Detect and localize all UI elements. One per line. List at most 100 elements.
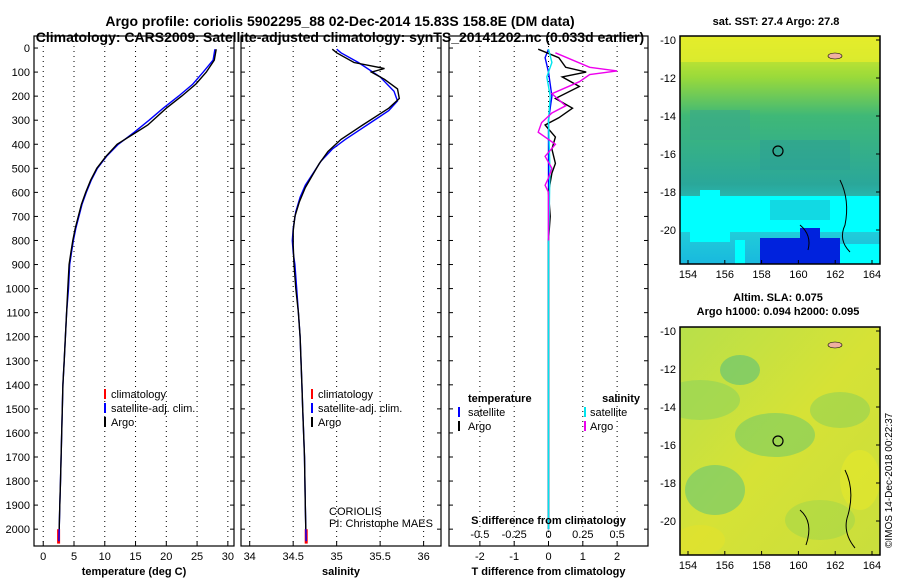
legend-swatch xyxy=(458,421,460,431)
legend-label: satellite-adj. clim. xyxy=(111,403,195,415)
annotation-text: CORIOLIS xyxy=(329,506,382,518)
lat-tick-label: -10 xyxy=(660,326,676,338)
depth-tick-label: 600 xyxy=(12,187,30,199)
legend-swatch xyxy=(458,407,460,417)
lon-tick-label: 158 xyxy=(752,560,770,572)
x-tick-label: 35.5 xyxy=(369,551,390,563)
lat-tick-label: -14 xyxy=(660,111,676,123)
salinity-tick-label: -0.25 xyxy=(502,529,527,541)
depth-tick-label: 900 xyxy=(12,260,30,272)
legend-label: Argo xyxy=(318,417,341,429)
x-tick-label: 10 xyxy=(99,551,111,563)
lat-tick-label: -18 xyxy=(660,187,676,199)
salinity-tick-label: 0.25 xyxy=(572,529,593,541)
lon-tick-label: 158 xyxy=(752,269,770,281)
x-axis-label: salinity xyxy=(322,566,361,578)
depth-tick-label: 1100 xyxy=(6,308,30,320)
x-tick-label: 15 xyxy=(129,551,141,563)
legend-label: climatology xyxy=(111,389,167,401)
sst-map-frame xyxy=(679,35,881,265)
lat-tick-label: -16 xyxy=(660,440,676,452)
series-argo xyxy=(292,48,401,530)
depth-tick-label: 1500 xyxy=(6,404,30,416)
legend-swatch xyxy=(104,389,106,399)
x-tick-label: -2 xyxy=(475,551,485,563)
depth-tick-label: 1200 xyxy=(6,332,30,344)
lon-tick-label: 162 xyxy=(826,269,844,281)
x-tick-label: 0 xyxy=(40,551,46,563)
lon-tick-label: 160 xyxy=(789,560,807,572)
legend-label: Argo xyxy=(468,421,491,433)
series-t-satellite xyxy=(544,48,553,530)
salinity-tick-label: 0 xyxy=(545,529,551,541)
plot-frame xyxy=(240,35,442,547)
depth-tick-label: 1300 xyxy=(6,356,30,368)
depth-tick-label: 1800 xyxy=(6,476,30,488)
lon-tick-label: 164 xyxy=(863,560,881,572)
x-axis-label: T difference from climatology xyxy=(471,566,626,578)
x-tick-label: 34 xyxy=(244,551,256,563)
x-tick-label: 34.5 xyxy=(282,551,303,563)
sla-map-title-line1: Altim. SLA: 0.075 xyxy=(733,292,823,304)
lat-tick-label: -20 xyxy=(660,516,676,528)
x-tick-label: 30 xyxy=(222,551,234,563)
legend-label: Argo xyxy=(590,421,613,433)
legend-swatch xyxy=(104,403,106,413)
sst-map-title: sat. SST: 27.4 Argo: 27.8 xyxy=(713,16,840,28)
sla-field xyxy=(680,327,880,555)
lat-tick-label: -16 xyxy=(660,149,676,161)
depth-tick-label: 800 xyxy=(12,235,30,247)
lon-tick-label: 160 xyxy=(789,269,807,281)
lon-tick-label: 154 xyxy=(679,560,697,572)
legend-swatch xyxy=(584,407,586,417)
depth-tick-label: 400 xyxy=(12,139,30,151)
x-tick-label: 2 xyxy=(614,551,620,563)
series-satellite-adj-clim- xyxy=(291,48,399,542)
depth-tick-label: 1600 xyxy=(6,428,30,440)
x-tick-label: 0 xyxy=(545,551,551,563)
series-t-argo xyxy=(537,48,587,530)
plot-frame xyxy=(33,35,235,547)
depth-tick-label: 0 xyxy=(24,43,30,55)
legend-swatch xyxy=(311,403,313,413)
x-tick-label: 1 xyxy=(580,551,586,563)
depth-tick-label: 700 xyxy=(12,211,30,223)
sst-field xyxy=(680,36,880,264)
depth-tick-label: 200 xyxy=(12,91,30,103)
annotation-text: PI: Christophe MAES xyxy=(329,518,433,530)
legend-swatch xyxy=(311,389,313,399)
sst-map: sat. SST: 27.4 Argo: 27.8 xyxy=(660,16,881,281)
lat-tick-label: -20 xyxy=(660,225,676,237)
legend-swatch xyxy=(104,417,106,427)
lon-tick-label: 164 xyxy=(863,269,881,281)
depth-tick-label: 1700 xyxy=(6,452,30,464)
temperature-panel: 0100200300400500600700800900100011001200… xyxy=(6,35,235,578)
depth-tick-label: 500 xyxy=(12,163,30,175)
series-satellite-adj-clim- xyxy=(58,49,216,542)
lon-tick-label: 156 xyxy=(716,560,734,572)
plot-frame xyxy=(448,35,649,547)
legend-swatch xyxy=(311,417,313,427)
depth-tick-label: 2000 xyxy=(6,524,30,536)
sla-map: Altim. SLA: 0.075 Argo h1000: 0.094 h200… xyxy=(660,292,881,572)
legend-label: satellite xyxy=(590,407,627,419)
depth-tick-label: 300 xyxy=(12,115,30,127)
lat-tick-label: -12 xyxy=(660,73,676,85)
legend-label: satellite xyxy=(468,407,505,419)
sla-map-title-line2: Argo h1000: 0.094 h2000: 0.095 xyxy=(697,306,860,318)
salinity-tick-label: 0.5 xyxy=(609,529,624,541)
depth-tick-label: 1000 xyxy=(6,284,30,296)
legend-title-temperature: temperature xyxy=(468,393,532,405)
legend-label: satellite-adj. clim. xyxy=(318,403,402,415)
legend-title-salinity: salinity xyxy=(602,393,641,405)
series-argo xyxy=(58,49,217,530)
salinity-panel: 34 34.5 35 35.5 36 salinity climatology satelli… xyxy=(240,35,442,578)
argo-location-marker xyxy=(772,145,784,157)
legend-swatch xyxy=(584,421,586,431)
x-tick-label: 20 xyxy=(160,551,172,563)
difference-panel: -2 -1 0 1 2 T difference from climatology temp… xyxy=(448,35,649,578)
legend-label: Argo xyxy=(111,417,134,429)
imos-credit: ©IMOS 14-Dec-2018 00:22:37 xyxy=(884,412,895,548)
series-s-argo xyxy=(537,52,618,241)
